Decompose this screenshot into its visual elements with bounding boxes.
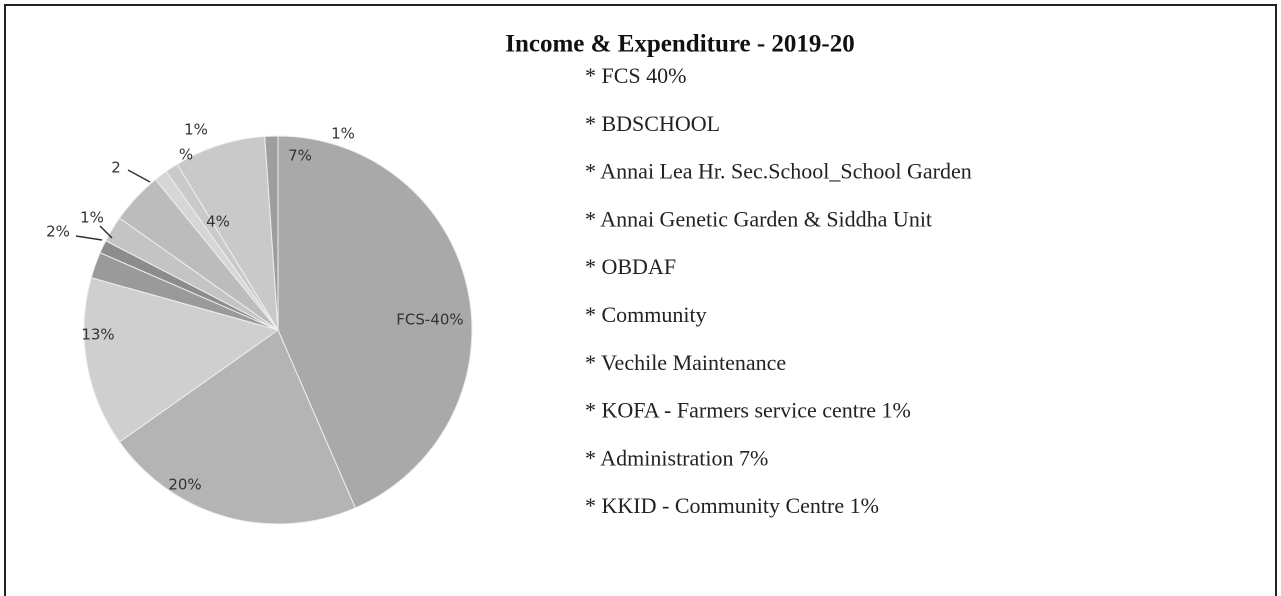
legend-entry: * KOFA - Farmers service centre 1%: [585, 398, 911, 423]
legend-entry: * FCS 40%: [585, 63, 686, 88]
data-label: 13%: [81, 326, 114, 344]
legend-entry: * Community: [585, 302, 707, 327]
legend-entry: * Vechile Maintenance: [585, 350, 786, 375]
frame: [4, 4, 1277, 596]
data-label: 7%: [288, 147, 312, 165]
data-label: 1%: [184, 121, 208, 139]
legend-entry: * Annai Genetic Garden & Siddha Unit: [585, 206, 932, 231]
leader-line: [75, 235, 103, 241]
legend-entry: * BDSCHOOL: [585, 111, 720, 136]
data-label: %: [179, 146, 193, 164]
pie-slice: [83, 277, 280, 443]
pie-slice: [118, 329, 356, 525]
data-label: FCS-40%: [396, 311, 463, 329]
data-label: 2: [111, 159, 121, 177]
chart-title: Income & Expenditure - 2019-20: [505, 31, 855, 58]
pie-slice: [264, 135, 279, 331]
leader-line: [127, 169, 151, 183]
legend-entry: * Administration 7%: [585, 445, 768, 470]
data-label: 1%: [331, 125, 355, 143]
data-label: 1%: [80, 209, 104, 227]
leader-line: [99, 225, 113, 239]
legend-entry: * KKID - Community Centre 1%: [585, 493, 879, 518]
legend-entry: * OBDAF: [585, 254, 676, 279]
legend-entry: * Annai Lea Hr. Sec.School_School Garden: [585, 159, 972, 184]
data-label: 2%: [46, 223, 70, 241]
data-label: 4%: [206, 213, 230, 231]
data-label: 20%: [168, 476, 201, 494]
pie-slice: [277, 135, 473, 509]
